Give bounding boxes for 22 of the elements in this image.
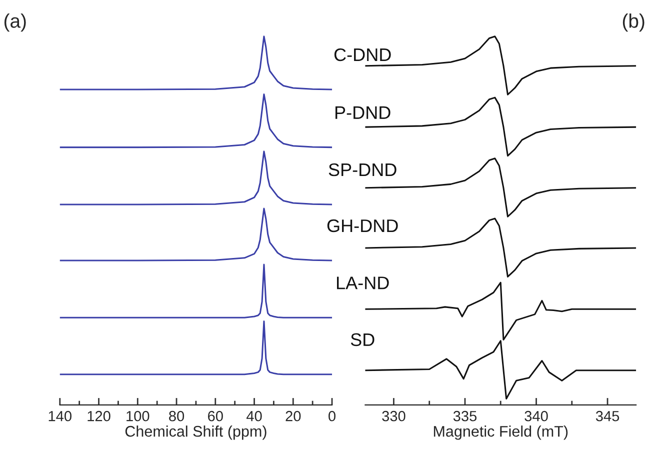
x-tick-label: 340 — [524, 410, 548, 422]
x-tick-label: 60 — [208, 410, 223, 422]
x-tick-label: 140 — [48, 410, 72, 422]
x-tick-label: 330 — [382, 410, 406, 422]
x-tick-label: 345 — [596, 410, 620, 422]
series-label: SD — [350, 333, 374, 346]
series-label: LA-ND — [337, 276, 389, 290]
x-tick-label: 120 — [88, 410, 110, 422]
x-tick-label: 335 — [453, 410, 477, 422]
series-label: GH-DND — [327, 219, 398, 232]
x-tick-label: 0 — [328, 410, 336, 422]
x-tick-label: 80 — [169, 410, 184, 422]
x-axis-title: Magnetic Field (mT) — [434, 426, 568, 440]
series-label: C-DND — [334, 48, 391, 62]
series-label: P-DND — [336, 106, 390, 119]
x-tick-label: 40 — [246, 410, 262, 422]
chart-title: (b) — [622, 14, 644, 32]
x-tick-label: 20 — [286, 410, 301, 422]
x-tick-label: 100 — [126, 410, 150, 422]
chart-title: (a) — [4, 14, 26, 32]
x-axis-title: Chemical Shift (ppm) — [125, 426, 266, 440]
series-label: SP-DND — [328, 163, 396, 176]
